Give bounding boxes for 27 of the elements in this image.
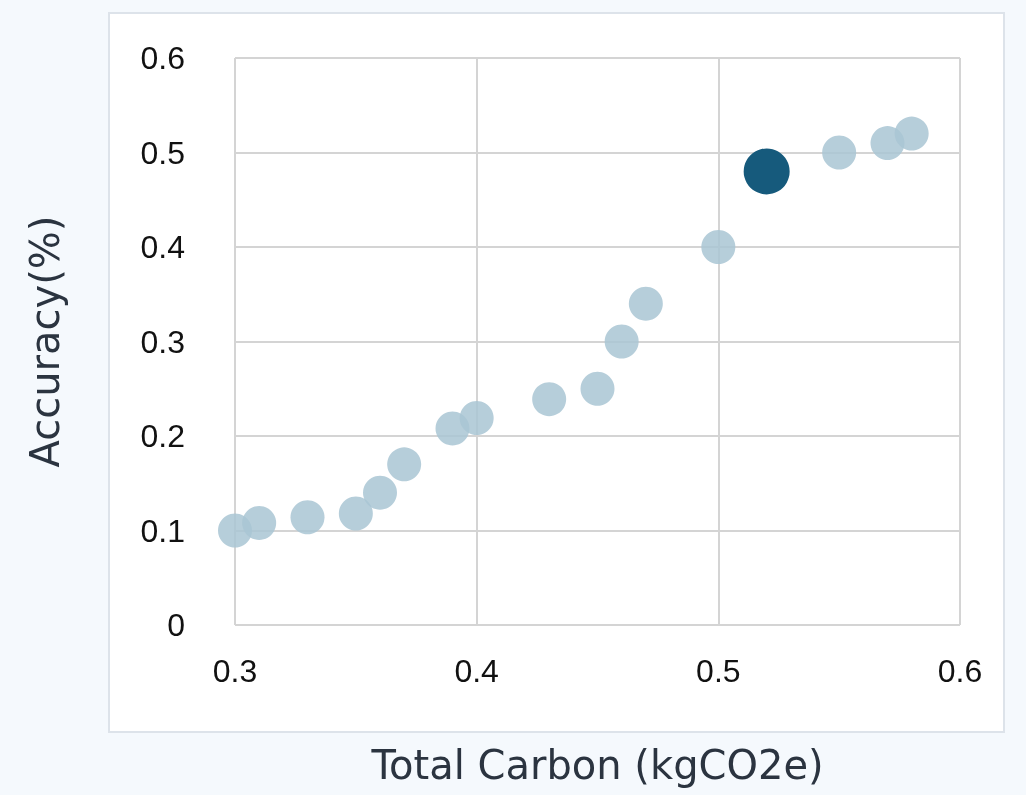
y-tick-label: 0	[167, 607, 185, 643]
y-tick-label: 0.4	[140, 229, 185, 265]
point	[387, 447, 422, 482]
point	[363, 475, 397, 510]
y-tick-label: 0.3	[140, 323, 185, 360]
y-tick-label: 0.5	[140, 134, 185, 171]
point	[894, 116, 929, 151]
x-tick-label: 0.6	[937, 653, 983, 689]
point	[701, 230, 736, 264]
x-tick-label: 0.3	[212, 653, 258, 689]
point	[743, 148, 790, 195]
x-tick-label: 0.4	[454, 653, 499, 689]
y-tick-label: 0.1	[140, 512, 185, 549]
point	[532, 382, 567, 417]
point	[580, 371, 615, 406]
x-tick-label: 0.5	[696, 653, 741, 689]
y-tick-label: 0.6	[140, 40, 185, 76]
point	[338, 496, 373, 531]
point	[290, 500, 325, 535]
x-axis-title: Total Carbon (kgCO2e)	[370, 742, 824, 788]
point	[822, 135, 857, 170]
point	[459, 401, 494, 436]
point	[604, 324, 639, 359]
y-axis-title: Accuracy(%)	[22, 215, 68, 468]
point	[628, 286, 663, 321]
point	[242, 505, 277, 540]
y-tick-label: 0.2	[140, 418, 185, 454]
